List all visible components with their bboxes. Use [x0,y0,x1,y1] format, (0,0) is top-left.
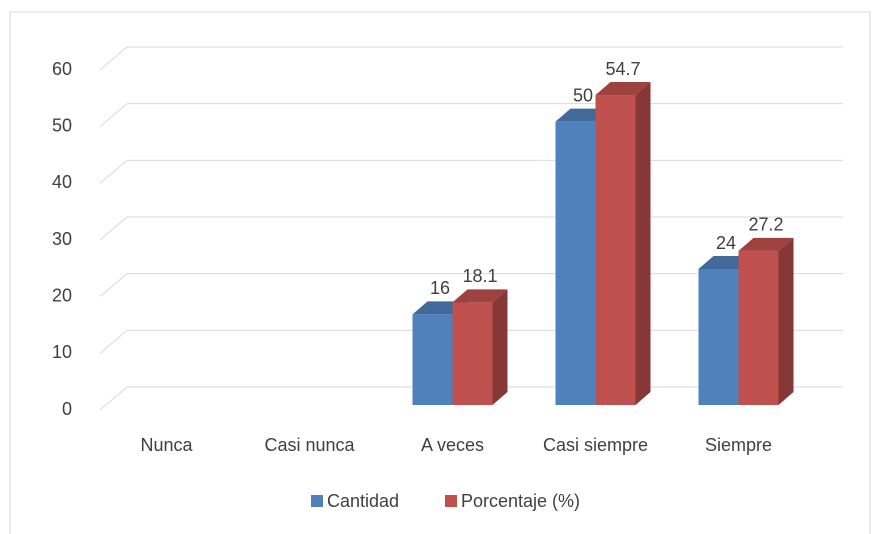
data-label: 16 [430,278,450,298]
grid-line [99,216,128,241]
y-tick-label: 50 [52,115,72,135]
bar [698,269,739,405]
bar [595,95,636,406]
legend-label: Porcentaje (%) [461,491,580,511]
bar [412,314,453,405]
bar [452,302,493,405]
y-tick-label: 30 [52,229,72,249]
y-tick-label: 10 [52,342,72,362]
grid-line [99,273,128,298]
grid-line [99,386,128,411]
bar-side [635,82,651,406]
grid-line [99,159,128,184]
y-tick-label: 20 [52,285,72,305]
x-tick-label: Casi nunca [264,435,355,455]
chart-border [9,11,871,534]
bar-side [778,237,794,405]
bar-top [738,237,794,251]
x-tick-label: Siempre [705,435,772,455]
data-label: 24 [716,233,736,253]
x-tick-label: Nunca [140,435,193,455]
y-tick-label: 60 [52,59,72,79]
bar-top [452,289,508,303]
y-tick-label: 40 [52,172,72,192]
legend-swatch [311,495,323,507]
grid-line [99,329,128,354]
data-label: 54.7 [605,59,640,79]
legend-swatch [445,495,457,507]
y-tick-label: 0 [62,399,72,419]
x-tick-label: A veces [421,435,484,455]
data-label: 18.1 [462,266,497,286]
bar [555,121,596,406]
data-label: 27.2 [748,215,783,235]
bar-side [492,289,508,405]
grid-line [99,103,128,128]
x-tick-label: Casi siempre [543,435,648,455]
legend-label: Cantidad [327,491,399,511]
data-label: 50 [573,85,593,105]
grid-line [99,46,128,71]
bar-top [595,82,651,96]
bar [738,250,779,405]
